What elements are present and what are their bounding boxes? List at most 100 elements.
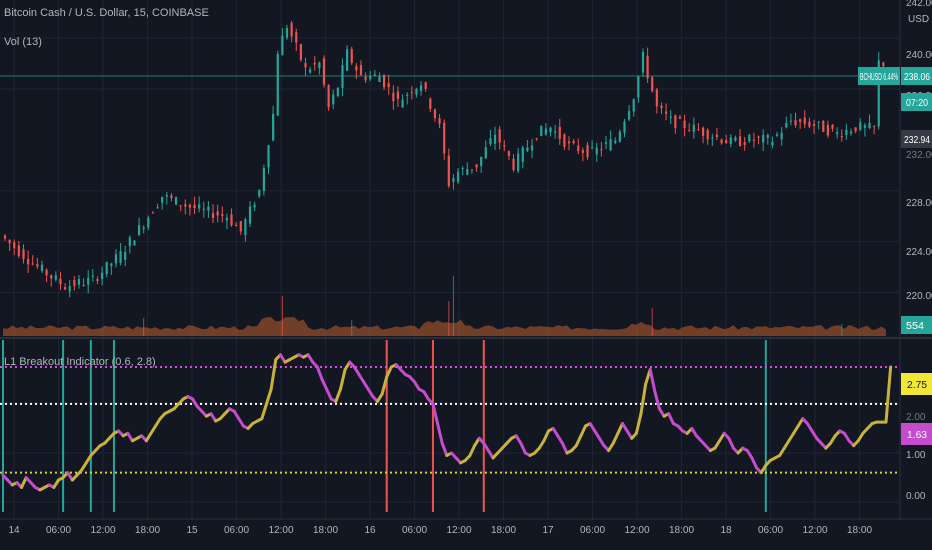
indicator-segment — [639, 382, 648, 416]
candle-body — [225, 217, 229, 221]
indicator-segment — [385, 365, 393, 379]
indicator-legend[interactable]: L1 Breakout Indicator (0.6, 2.8) — [4, 356, 156, 368]
candle-body — [849, 131, 853, 134]
indicator-segment — [468, 444, 477, 457]
volume-legend[interactable]: Vol (13) — [4, 36, 42, 48]
candle-body — [378, 76, 381, 83]
candle-body — [355, 66, 358, 71]
candle-body — [40, 264, 44, 271]
last-price-label-badge: BCHUSD 6.44% — [858, 67, 900, 85]
candle-body — [406, 94, 409, 97]
indicator-segment — [338, 367, 347, 391]
candle-body — [221, 214, 224, 216]
indicator-segment — [542, 429, 551, 443]
volume-badge: 554 — [901, 316, 932, 334]
candle-body — [285, 27, 289, 38]
indicator-segment — [574, 434, 583, 448]
candle-body — [591, 147, 594, 149]
candle-body — [341, 65, 344, 88]
candle-body — [669, 116, 672, 118]
candle-body — [517, 153, 520, 172]
upper-level-value: 2.75 — [907, 380, 927, 391]
time-axis-label: 12:00 — [446, 525, 471, 536]
candle-body — [304, 63, 307, 68]
price-axis-tick: 240.00 — [906, 50, 932, 61]
candle-body — [863, 125, 866, 128]
indicator-segment — [653, 390, 661, 411]
candle-body — [692, 124, 695, 132]
candle-body — [498, 129, 501, 143]
candle-body — [771, 141, 774, 146]
candle-body — [530, 145, 534, 151]
candle-body — [137, 225, 141, 235]
candle-body — [424, 82, 427, 89]
candle-body — [276, 54, 279, 116]
candle-body — [382, 74, 386, 88]
candle-body — [433, 109, 437, 119]
candle-body — [738, 136, 742, 146]
candle-body — [452, 178, 455, 182]
candle-body — [785, 122, 788, 128]
symbol-legend[interactable]: Bitcoin Cash / U.S. Dollar, 15, COINBASE — [4, 7, 209, 19]
candle-body — [290, 22, 293, 37]
candle-body — [470, 169, 474, 171]
candle-body — [618, 131, 621, 142]
candle-body — [54, 275, 57, 280]
candle-body — [36, 264, 39, 267]
candle-body — [124, 251, 127, 260]
candle-body — [748, 135, 751, 142]
candle-body — [678, 116, 682, 119]
indicator-segment — [19, 476, 28, 489]
candle-body — [836, 132, 839, 135]
candle-body — [239, 221, 242, 232]
candle-body — [512, 158, 515, 171]
candle-body — [697, 129, 700, 131]
candle-body — [637, 76, 640, 98]
candle-body — [110, 263, 113, 267]
candle-body — [604, 142, 608, 144]
candle-body — [854, 127, 857, 132]
indicator-segment — [325, 387, 333, 401]
time-axis-label: 06:00 — [224, 525, 249, 536]
indicator-current-value: 1.63 — [907, 430, 927, 441]
indicator-segment — [667, 412, 675, 426]
candle-body — [100, 272, 104, 279]
indicator-segment — [634, 412, 643, 435]
candle-body — [655, 89, 658, 107]
candle-body — [96, 279, 99, 282]
candle-body — [419, 85, 423, 91]
candle-body — [299, 44, 302, 60]
candle-body — [762, 134, 765, 143]
candle-body — [493, 134, 497, 144]
candle-body — [8, 239, 11, 244]
candle-body — [544, 128, 547, 135]
crosshair-price-badge: 232.94 — [901, 130, 932, 148]
candle-body — [812, 124, 816, 126]
candle-body — [540, 125, 543, 136]
candle-body — [873, 125, 876, 127]
time-axis-label: 06:00 — [46, 525, 71, 536]
last-price-label: BCHUSD 6.44% — [860, 72, 898, 83]
candle-body — [711, 137, 714, 139]
price-axis-tick: 220.00 — [906, 291, 932, 302]
time-axis-label: 18:00 — [135, 525, 160, 536]
candle-body — [817, 121, 820, 123]
candle-body — [443, 122, 446, 154]
indicator-segment — [431, 402, 440, 426]
time-axis-label: 06:00 — [580, 525, 605, 536]
candle-body — [859, 122, 862, 130]
time-axis-label: 15 — [186, 525, 198, 536]
candle-body — [267, 145, 270, 168]
candle-body — [794, 120, 797, 126]
candle-body — [77, 279, 81, 285]
indicator-segment — [579, 424, 588, 438]
candle-body — [350, 48, 353, 63]
candle-body — [359, 65, 363, 76]
candle-body — [729, 137, 732, 144]
signal-lines — [2, 340, 767, 512]
candle-body — [595, 147, 598, 155]
candle-body — [572, 140, 575, 144]
candle-body — [641, 52, 645, 73]
candle-body — [651, 77, 654, 92]
time-axis-label: 12:00 — [802, 525, 827, 536]
